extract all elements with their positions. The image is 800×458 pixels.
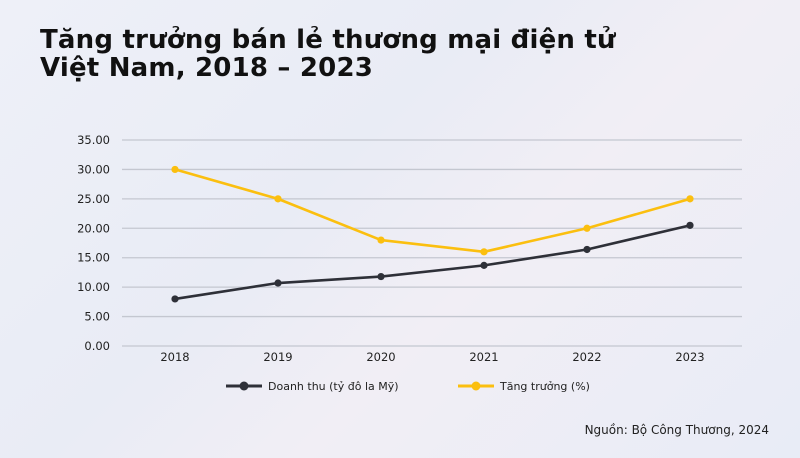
data-point bbox=[274, 279, 282, 287]
legend-label: Tăng trưởng (%) bbox=[499, 380, 590, 393]
y-tick-label: 10.00 bbox=[77, 280, 110, 294]
y-tick-label: 25.00 bbox=[77, 192, 110, 206]
series-line bbox=[174, 224, 691, 301]
data-point bbox=[480, 261, 488, 269]
x-tick-label: 2019 bbox=[263, 350, 292, 364]
source-note: Nguồn: Bộ Công Thương, 2024 bbox=[584, 423, 769, 437]
title-line-2: Việt Nam, 2018 – 2023 bbox=[40, 53, 374, 83]
x-axis-ticks: 2018 2019 2020 2021 2022 2023 bbox=[160, 350, 704, 364]
y-tick-label: 15.00 bbox=[77, 251, 110, 265]
title-line-1: Tăng trưởng bán lẻ thương mại điện tử bbox=[40, 25, 616, 55]
series-line bbox=[174, 168, 691, 254]
data-point bbox=[686, 221, 694, 229]
data-point bbox=[171, 165, 179, 174]
x-tick-label: 2022 bbox=[572, 350, 601, 364]
data-point bbox=[171, 295, 179, 303]
data-point bbox=[583, 224, 591, 232]
data-point bbox=[686, 195, 694, 203]
y-tick-label: 5.00 bbox=[84, 310, 110, 324]
x-tick-label: 2020 bbox=[366, 350, 395, 364]
y-tick-label: 0.00 bbox=[84, 339, 110, 353]
x-tick-label: 2023 bbox=[675, 350, 704, 364]
data-point bbox=[583, 245, 591, 254]
data-point bbox=[377, 236, 385, 244]
legend-label: Doanh thu (tỷ đô la Mỹ) bbox=[268, 380, 399, 393]
y-axis-ticks: 0.00 5.00 10.00 15.00 20.00 25.00 30.00 35.00 bbox=[77, 133, 110, 353]
chart-title: Tăng trưởng bán lẻ thương mại điện tử Vi… bbox=[40, 26, 616, 82]
legend: Doanh thu (tỷ đô la Mỹ) Tăng trưởng (%) bbox=[226, 380, 590, 393]
y-tick-label: 35.00 bbox=[77, 133, 110, 147]
data-point bbox=[480, 248, 488, 256]
data-point bbox=[377, 272, 385, 281]
series-group bbox=[171, 165, 694, 303]
data-point bbox=[274, 195, 282, 203]
x-tick-label: 2018 bbox=[160, 350, 189, 364]
legend-swatch-marker bbox=[471, 381, 481, 391]
y-tick-label: 20.00 bbox=[77, 221, 110, 235]
legend-swatch-marker bbox=[239, 381, 249, 391]
x-tick-label: 2021 bbox=[469, 350, 498, 364]
y-tick-label: 30.00 bbox=[77, 162, 110, 176]
gridlines bbox=[122, 139, 742, 347]
